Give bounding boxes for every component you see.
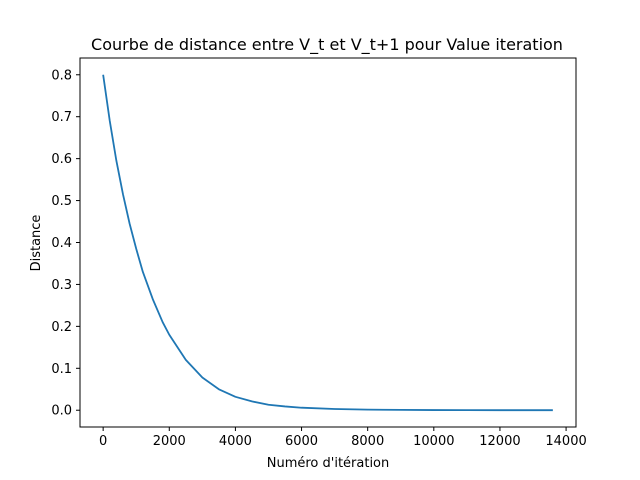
series-line-0: [102, 74, 553, 412]
x-tick-label: 0: [99, 434, 107, 449]
y-tick-label: 0.4: [51, 236, 72, 251]
y-tick-label: 0.8: [51, 68, 72, 83]
x-tick-label: 4000: [219, 434, 252, 449]
plot-frame: [79, 57, 577, 428]
x-tick-label: 2000: [153, 434, 186, 449]
x-tick-label: 10000: [413, 434, 454, 449]
y-tick-label: 0.3: [51, 278, 72, 293]
y-tick-label: 0.0: [51, 404, 72, 419]
y-tick-label: 0.2: [51, 320, 72, 335]
y-tick-label: 0.6: [51, 152, 72, 167]
x-tick-label: 6000: [285, 434, 318, 449]
series-layer: [102, 74, 553, 412]
x-tick-label: 12000: [479, 434, 520, 449]
y-tick-label: 0.7: [51, 110, 72, 125]
y-axis-ticks: 0.0 0.1 0.2 0.3 0.4 0.5 0.6 0.7 0.8: [51, 68, 80, 419]
x-tick-label: 8000: [351, 434, 384, 449]
chart-title: Courbe de distance entre V_t et V_t+1 po…: [91, 35, 563, 55]
x-axis-ticks: 0 2000 4000 6000 8000 10000 12000 14000: [99, 427, 587, 449]
y-tick-label: 0.1: [51, 362, 72, 377]
y-tick-label: 0.5: [51, 194, 72, 209]
x-axis-label: Numéro d'itération: [267, 456, 390, 471]
y-axis-label: Distance: [29, 215, 44, 272]
x-tick-label: 14000: [545, 434, 586, 449]
